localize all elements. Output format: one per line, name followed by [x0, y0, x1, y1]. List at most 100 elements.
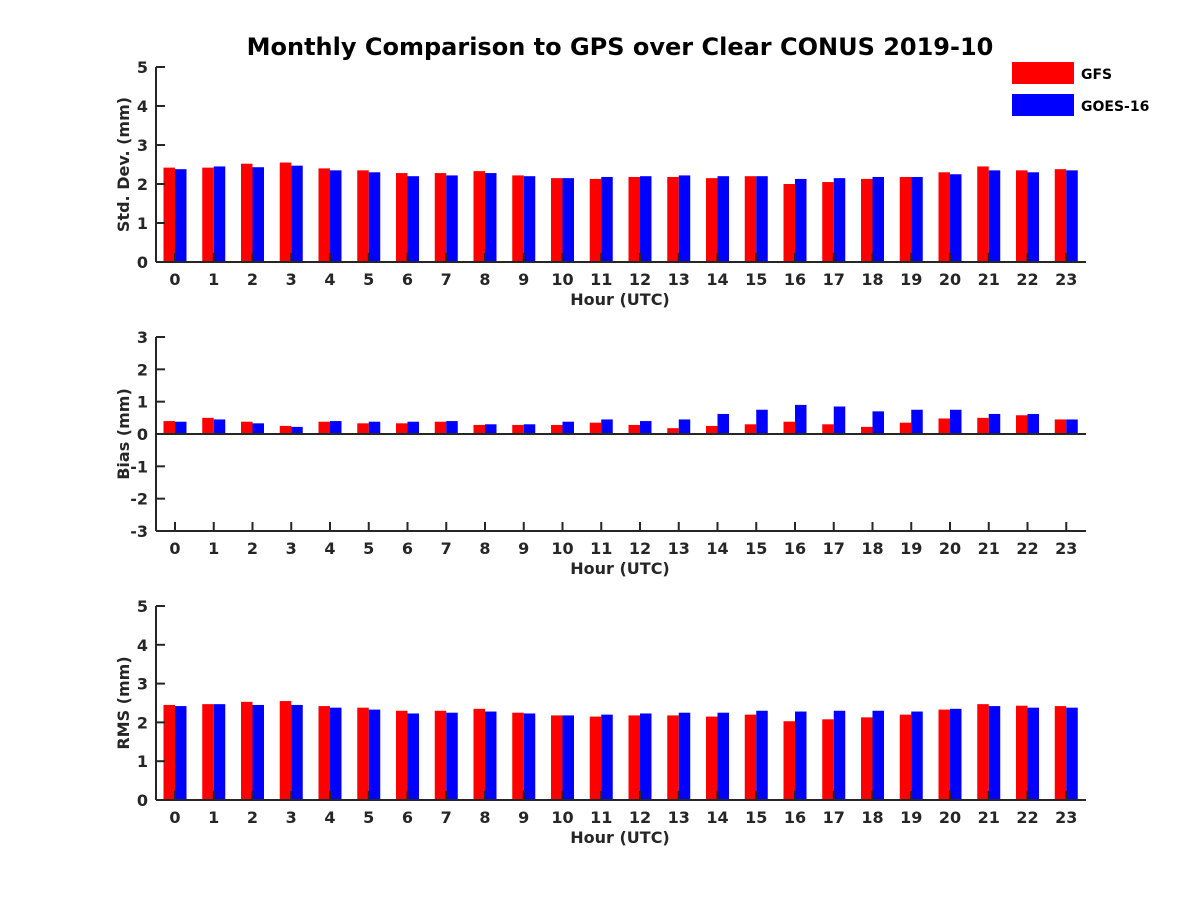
bar-gfs-17: [822, 182, 834, 262]
x-tick-label: 14: [706, 539, 728, 558]
bar-gfs-14: [706, 425, 718, 434]
bar-gfs-16: [783, 184, 795, 262]
bar-gfs-15: [744, 714, 757, 800]
bar-gfs-14: [706, 716, 718, 800]
bar-gfs-1: [202, 417, 214, 434]
bar-gfs-23: [1054, 706, 1067, 800]
bar-goes-16-2: [252, 167, 264, 262]
bar-gfs-8: [473, 171, 485, 262]
y-tick-label: 4: [137, 636, 148, 655]
bar-gfs-21: [977, 417, 989, 434]
x-tick-label: 16: [784, 808, 806, 827]
x-tick-label: 0: [169, 539, 180, 558]
y-tick-label: 4: [137, 97, 148, 116]
bar-gfs-16: [783, 721, 795, 800]
y-tick-label: -1: [130, 457, 148, 476]
x-tick-label: 7: [441, 808, 452, 827]
bar-goes-16-3: [291, 704, 303, 800]
x-tick-label: 21: [978, 808, 1000, 827]
bar-goes-16-13: [678, 419, 691, 434]
bar-gfs-2: [241, 701, 253, 800]
bar-gfs-18: [861, 426, 873, 434]
x-axis-label: Hour (UTC): [570, 828, 670, 847]
y-tick-label: -2: [130, 490, 148, 509]
bar-gfs-18: [861, 178, 873, 262]
bar-goes-16-9: [523, 713, 536, 800]
bar-goes-16-3: [291, 426, 303, 434]
bar-goes-16-6: [407, 713, 419, 800]
x-tick-label: 5: [363, 808, 374, 827]
legend-label-0: GFS: [1081, 67, 1112, 83]
bar-gfs-12: [628, 176, 640, 262]
x-tick-label: 20: [939, 808, 961, 827]
bar-gfs-19: [899, 714, 912, 800]
x-tick-label: 6: [402, 808, 413, 827]
bar-goes-16-10: [562, 715, 574, 800]
x-tick-label: 7: [441, 270, 452, 289]
x-tick-label: 10: [551, 808, 573, 827]
bar-gfs-0: [163, 421, 175, 434]
bar-gfs-21: [977, 166, 989, 262]
bar-gfs-14: [706, 178, 718, 262]
bar-goes-16-11: [601, 419, 613, 434]
bar-gfs-7: [434, 710, 447, 800]
bar-goes-16-18: [872, 411, 884, 434]
y-axis-label: Bias (mm): [114, 388, 133, 480]
bar-gfs-22: [1016, 170, 1028, 262]
x-tick-label: 2: [247, 808, 258, 827]
bar-goes-16-13: [678, 175, 691, 262]
x-tick-label: 4: [324, 539, 335, 558]
bar-gfs-12: [628, 715, 640, 800]
bar-goes-16-21: [988, 706, 1001, 800]
x-tick-label: 21: [978, 270, 1000, 289]
x-tick-label: 9: [518, 270, 529, 289]
bar-gfs-0: [163, 167, 175, 262]
x-tick-label: 19: [900, 270, 922, 289]
y-axis-label: RMS (mm): [114, 656, 133, 749]
bar-gfs-12: [628, 424, 640, 434]
bar-goes-16-18: [872, 176, 884, 262]
bar-goes-16-10: [562, 178, 574, 262]
x-tick-label: 2: [247, 539, 258, 558]
y-tick-label: 3: [137, 136, 148, 155]
x-tick-label: 13: [668, 808, 690, 827]
x-tick-label: 15: [745, 808, 767, 827]
bar-gfs-10: [551, 424, 563, 434]
x-tick-label: 18: [861, 270, 883, 289]
bar-goes-16-22: [1027, 707, 1039, 800]
bar-gfs-5: [357, 423, 369, 434]
x-tick-label: 3: [286, 270, 297, 289]
bar-gfs-1: [202, 704, 214, 800]
bar-goes-16-7: [446, 712, 458, 800]
bar-goes-16-4: [330, 170, 342, 262]
bar-gfs-11: [589, 422, 602, 434]
bar-goes-16-1: [213, 704, 226, 800]
bar-gfs-23: [1054, 169, 1067, 262]
x-tick-label: 9: [518, 808, 529, 827]
bar-gfs-11: [589, 178, 602, 262]
bar-goes-16-4: [330, 421, 342, 434]
bar-gfs-5: [357, 170, 369, 262]
bar-gfs-13: [667, 715, 679, 800]
legend-swatch-1: [1012, 94, 1074, 116]
x-tick-label: 12: [629, 808, 651, 827]
bar-gfs-5: [357, 707, 369, 800]
x-tick-label: 8: [479, 270, 490, 289]
bar-gfs-20: [938, 709, 950, 800]
bar-goes-16-5: [368, 709, 381, 800]
x-tick-label: 20: [939, 539, 961, 558]
bar-goes-16-23: [1066, 170, 1078, 262]
bar-goes-16-0: [175, 169, 187, 262]
bar-goes-16-8: [485, 711, 497, 800]
bar-goes-16-19: [911, 409, 923, 434]
legend-label-1: GOES-16: [1081, 99, 1149, 115]
x-tick-label: 22: [1016, 270, 1038, 289]
x-tick-label: 21: [978, 539, 1000, 558]
x-tick-label: 23: [1055, 270, 1077, 289]
y-tick-label: 3: [137, 328, 148, 347]
x-tick-label: 17: [823, 270, 845, 289]
bar-gfs-15: [744, 424, 757, 434]
x-tick-label: 14: [706, 808, 728, 827]
